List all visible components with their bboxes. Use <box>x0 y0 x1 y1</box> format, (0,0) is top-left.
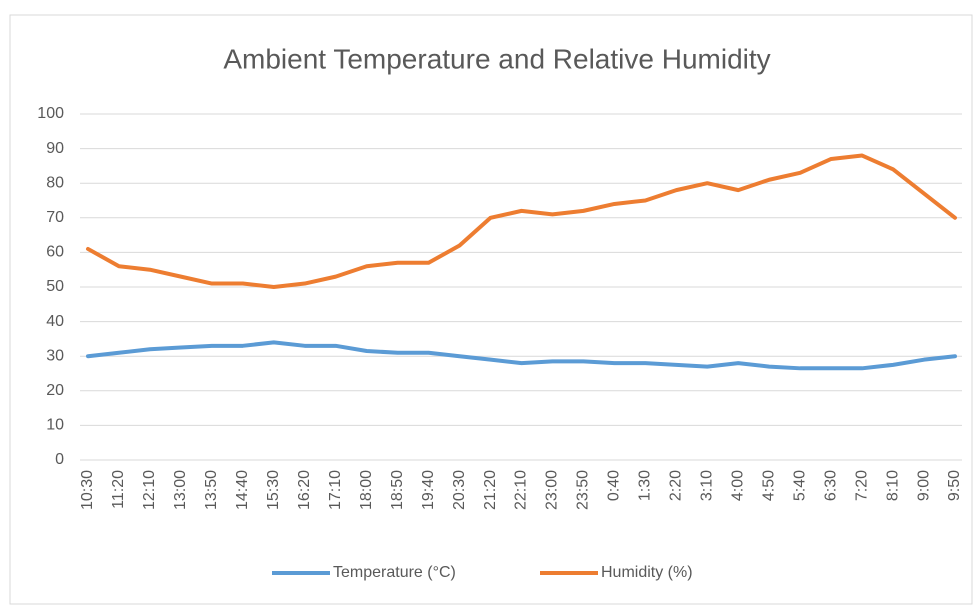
x-tick-label: 14:40 <box>234 470 251 510</box>
y-tick-label: 10 <box>46 417 64 434</box>
x-tick-label: 19:40 <box>420 470 437 510</box>
x-tick-label: 23:50 <box>575 470 592 510</box>
y-tick-label: 100 <box>37 105 64 122</box>
data-line <box>86 153 957 289</box>
x-tick-label: 12:10 <box>141 470 158 510</box>
x-tick-label: 16:20 <box>296 470 313 510</box>
x-tick-label: 13:50 <box>203 470 220 510</box>
y-tick-label: 20 <box>46 382 64 399</box>
x-tick-label: 10:30 <box>79 470 96 510</box>
x-tick-label: 5:40 <box>791 470 808 501</box>
x-tick-label: 9:00 <box>915 470 932 501</box>
y-tick-label: 50 <box>46 278 64 295</box>
y-tick-label: 60 <box>46 244 64 261</box>
y-tick-label: 0 <box>55 451 64 468</box>
x-tick-label: 9:50 <box>946 470 963 501</box>
x-tick-label: 21:20 <box>482 470 499 510</box>
chart-border <box>9 14 973 605</box>
x-tick-label: 23:00 <box>544 470 561 510</box>
x-tick-label: 1:30 <box>637 470 654 501</box>
x-tick-label: 3:10 <box>699 470 716 501</box>
y-tick-label: 30 <box>46 347 64 364</box>
x-tick-label: 18:50 <box>389 470 406 510</box>
chart-title: Ambient Temperature and Relative Humidit… <box>223 43 770 74</box>
y-tick-label: 70 <box>46 209 64 226</box>
data-line <box>86 340 957 371</box>
y-tick-label: 80 <box>46 174 64 191</box>
y-tick-label: 90 <box>46 140 64 157</box>
x-tick-label: 6:30 <box>822 470 839 501</box>
x-tick-label: 4:00 <box>729 470 746 501</box>
legend-label: Temperature (°C) <box>333 564 456 581</box>
x-tick-label: 17:10 <box>327 470 344 510</box>
x-tick-label: 8:10 <box>884 470 901 501</box>
x-tick-label: 4:50 <box>760 470 777 501</box>
x-tick-label: 0:40 <box>606 470 623 501</box>
legend-label: Humidity (%) <box>601 564 693 581</box>
x-tick-label: 15:30 <box>265 470 282 510</box>
x-tick-label: 2:20 <box>668 470 685 501</box>
x-tick-label: 18:00 <box>358 470 375 510</box>
y-tick-label: 40 <box>46 313 64 330</box>
x-tick-label: 20:30 <box>451 470 468 510</box>
x-tick-label: 22:10 <box>513 470 530 510</box>
x-tick-label: 11:20 <box>110 470 127 509</box>
x-tick-label: 7:20 <box>853 470 870 501</box>
x-tick-label: 13:00 <box>172 470 189 510</box>
